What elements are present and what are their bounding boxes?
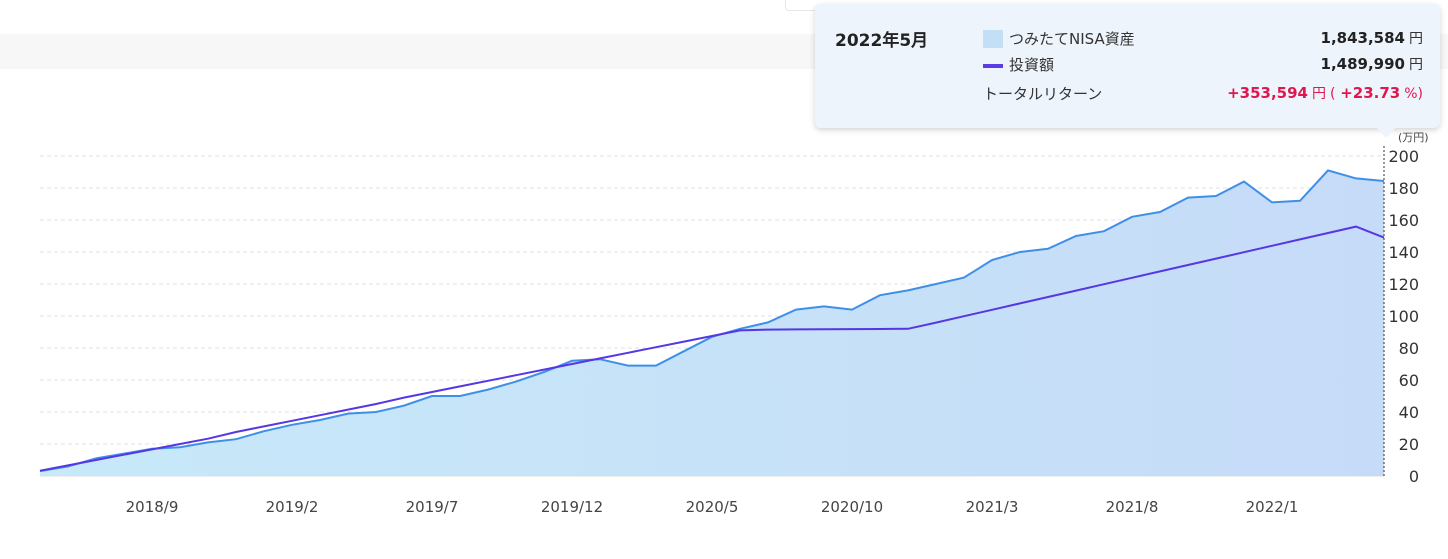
tooltip-row-return: トータルリターン +353,594 円( +23.73%) <box>983 81 1423 105</box>
y-tick-label: 60 <box>1399 371 1419 390</box>
asset-label: つみたてNISA資産 <box>1009 30 1135 48</box>
invest-label: 投資額 <box>1009 56 1055 74</box>
y-tick-label: 160 <box>1388 211 1419 230</box>
y-tick-label: 20 <box>1399 435 1419 454</box>
y-tick-label: 180 <box>1388 179 1419 198</box>
invest-line <box>39 225 1385 472</box>
asset-swatch <box>983 30 1003 48</box>
y-tick-label: 100 <box>1388 307 1419 326</box>
x-tick-label: 2021/8 <box>1106 498 1159 516</box>
y-tick-label: 80 <box>1399 339 1419 358</box>
y-tick-label: 0 <box>1409 467 1419 486</box>
y-tick-label: 140 <box>1388 243 1419 262</box>
y-tick-label: 40 <box>1399 403 1419 422</box>
x-tick-label: 2021/3 <box>966 498 1019 516</box>
asset-value: 1,843,584 円 <box>1320 29 1423 47</box>
return-value: +353,594 円( +23.73%) <box>1227 84 1423 102</box>
top-tab[interactable] <box>785 0 816 11</box>
return-label: トータルリターン <box>983 85 1103 103</box>
y-unit-label: (万円) <box>1398 131 1429 144</box>
tooltip: 2022年5月 つみたてNISA資産 1,843,584 円 投資額 1,489,… <box>815 4 1440 138</box>
invest-swatch <box>983 64 1003 68</box>
asset-area <box>40 170 1384 476</box>
x-tick-label: 2020/10 <box>821 498 883 516</box>
x-tick-label: 2018/9 <box>126 498 179 516</box>
x-tick-label: 2020/5 <box>686 498 739 516</box>
tooltip-date: 2022年5月 <box>835 31 929 51</box>
tooltip-row-asset: つみたてNISA資産 1,843,584 円 <box>983 26 1423 50</box>
x-tick-label: 2019/7 <box>406 498 459 516</box>
x-tick-label: 2019/12 <box>541 498 603 516</box>
tooltip-row-invest: 投資額 1,489,990 円 <box>983 52 1423 76</box>
y-tick-label: 120 <box>1388 275 1419 294</box>
x-tick-label: 2019/2 <box>266 498 319 516</box>
y-tick-label: 200 <box>1388 147 1419 166</box>
x-tick-label: 2022/1 <box>1246 498 1299 516</box>
invest-value: 1,489,990 円 <box>1320 55 1423 73</box>
